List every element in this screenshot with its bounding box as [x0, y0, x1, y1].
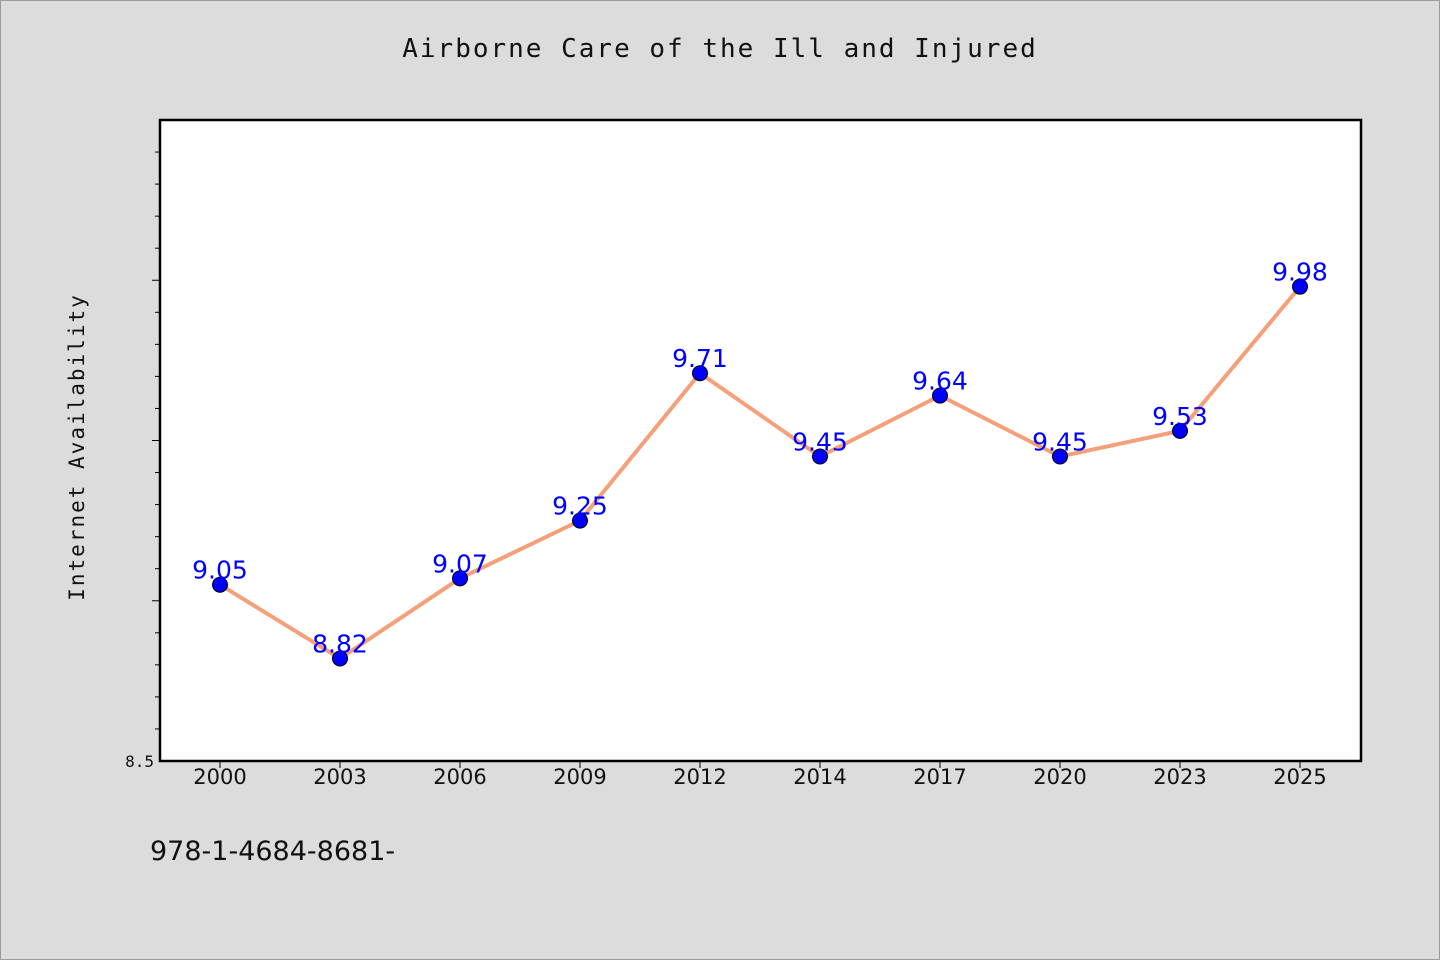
x-tick-label: 2025 [1273, 765, 1326, 789]
x-axis-ticks: 2000 2003 2006 2009 2012 2014 2017 2020 2023 2025 [193, 761, 1327, 789]
data-label: 8.82 [312, 629, 368, 658]
data-point-marker [1052, 448, 1068, 465]
data-point-marker [692, 365, 708, 382]
data-point-marker [812, 448, 828, 465]
data-label: 9.45 [792, 428, 848, 457]
data-point-marker [212, 576, 228, 593]
data-label: 9.45 [1032, 428, 1088, 457]
data-label: 9.53 [1152, 402, 1208, 431]
x-tick-label: 2009 [553, 765, 606, 789]
plot-area [158, 118, 1363, 763]
data-label: 9.25 [552, 492, 608, 521]
data-point-marker [452, 570, 468, 587]
data-label: 9.64 [912, 367, 968, 396]
data-point-marker [332, 650, 348, 667]
x-tick-label: 2006 [433, 765, 486, 789]
data-labels: 9.05 8.82 9.07 9.25 9.71 9.45 9.64 9.45 9.53 9.98 [192, 258, 1328, 659]
data-point-marker [932, 387, 948, 404]
x-tick-label: 2014 [793, 765, 846, 789]
data-label: 9.05 [192, 556, 248, 585]
x-tick-label: 2023 [1153, 765, 1206, 789]
x-tick-label: 2012 [673, 765, 726, 789]
data-point-marker [572, 512, 588, 529]
data-points [212, 278, 1308, 667]
data-label: 9.71 [672, 344, 728, 373]
data-point-marker [1292, 278, 1308, 295]
x-tick-label: 2017 [913, 765, 966, 789]
x-tick-label: 2000 [193, 765, 246, 789]
x-tick-label: 2003 [313, 765, 366, 789]
x-tick-label: 2020 [1033, 765, 1086, 789]
y-tick-label: 8.5 [125, 752, 154, 771]
series-line [218, 284, 1302, 661]
data-label: 9.07 [432, 549, 488, 578]
footer-text: 978-1-4684-8681- [150, 836, 396, 867]
data-point-marker [1172, 422, 1188, 439]
y-axis-ticks: 8.5 [125, 151, 160, 771]
data-label: 9.98 [1272, 258, 1328, 287]
chart-title: Airborne Care of the Ill and Injured [402, 34, 1038, 64]
